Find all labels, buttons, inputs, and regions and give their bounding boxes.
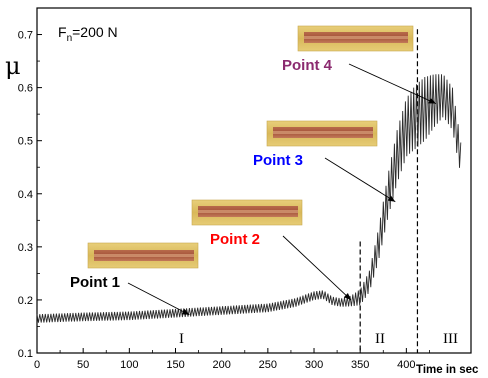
annotation-arrow-line xyxy=(348,63,437,104)
wear-track-image-1 xyxy=(87,242,199,269)
x-axis-ticks: 0 50 100 150 200 250 300 350 400 xyxy=(34,348,430,371)
x-tick-label: 400 xyxy=(397,359,415,371)
x-tick-label: 200 xyxy=(213,359,231,371)
load-condition-label: Fn=200 N xyxy=(58,24,118,44)
x-axis-label: Time in sec xyxy=(416,364,479,376)
x-tick-label: 100 xyxy=(120,359,138,371)
y-tick-label: 0.2 xyxy=(18,295,33,307)
annotation-arrows xyxy=(127,63,437,316)
y-tick-label: 0.7 xyxy=(18,30,33,42)
point-1-label: Point 1 xyxy=(70,274,120,291)
wear-track-image-3 xyxy=(266,120,378,147)
y-axis-label: μ xyxy=(5,52,21,80)
x-tick-label: 250 xyxy=(259,359,277,371)
y-tick-label: 0.6 xyxy=(18,83,33,95)
region-I-label: I xyxy=(179,331,184,347)
wear-track-image-4 xyxy=(297,25,414,52)
annotation-arrow-head xyxy=(181,308,190,315)
point-2-label: Point 2 xyxy=(210,231,260,248)
annotation-arrow-line xyxy=(324,157,396,203)
y-tick-label: 0.3 xyxy=(18,242,33,254)
region-II-label: II xyxy=(375,331,385,347)
annotation-arrow-head xyxy=(428,97,436,104)
region-III-label: III xyxy=(443,331,458,347)
annotation-arrow-head xyxy=(387,195,396,202)
y-tick-label: 0.1 xyxy=(18,348,33,360)
annotation-arrow-line xyxy=(127,282,190,316)
annotation-arrow-line xyxy=(282,235,352,301)
y-tick-label: 0.5 xyxy=(18,136,33,148)
x-tick-label: 150 xyxy=(166,359,184,371)
y-tick-label: 0.4 xyxy=(18,189,33,201)
x-tick-label: 50 xyxy=(77,359,89,371)
x-tick-label: 300 xyxy=(305,359,323,371)
y-axis-ticks: 0.1 0.2 0.3 0.4 0.5 0.6 0.7 xyxy=(18,7,42,360)
point-4-label: Point 4 xyxy=(282,57,333,74)
x-tick-label: 350 xyxy=(351,359,369,371)
wear-track-image-2 xyxy=(191,199,303,226)
annotation-arrow-head xyxy=(343,292,351,300)
x-tick-label: 0 xyxy=(34,359,40,371)
plot-frame xyxy=(36,7,472,354)
point-3-label: Point 3 xyxy=(253,152,303,169)
region-boundaries xyxy=(359,29,419,353)
friction-curve-line xyxy=(36,74,462,323)
